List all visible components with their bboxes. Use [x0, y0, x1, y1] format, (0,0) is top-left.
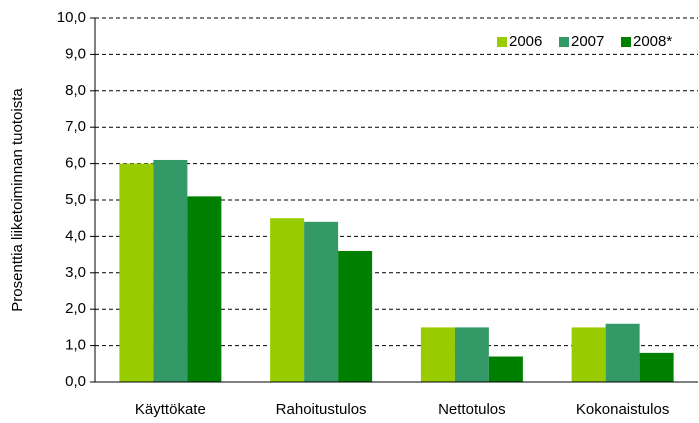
y-tick-label: 5,0: [65, 191, 86, 208]
y-tick-label: 4,0: [65, 227, 86, 244]
y-tick-label: 9,0: [65, 45, 86, 62]
x-tick-label: Kokonaistulos: [576, 401, 669, 418]
bar: [187, 196, 222, 382]
legend-swatch: [497, 37, 507, 47]
x-tick-label: Käyttökate: [135, 401, 206, 418]
legend-label: 2006: [509, 33, 542, 50]
x-tick-label: Nettotulos: [438, 401, 506, 418]
bar: [270, 218, 305, 382]
y-tick-label: 0,0: [65, 373, 86, 390]
y-tick-label: 3,0: [65, 264, 86, 281]
y-tick-label: 2,0: [65, 300, 86, 317]
y-tick-label: 6,0: [65, 155, 86, 172]
bar: [304, 221, 339, 382]
bar: [420, 327, 455, 382]
legend-label: 2007: [571, 33, 604, 50]
y-tick-label: 1,0: [65, 337, 86, 354]
legend-label: 2008*: [633, 33, 672, 50]
bar: [488, 356, 523, 382]
bar: [119, 163, 154, 382]
bar: [153, 159, 188, 382]
legend-swatch: [559, 37, 569, 47]
bar: [571, 327, 606, 382]
x-tick-label: Rahoitustulos: [276, 401, 367, 418]
y-tick-label: 8,0: [65, 82, 86, 99]
bar: [605, 323, 640, 382]
bar: [338, 250, 373, 382]
legend-swatch: [621, 37, 631, 47]
y-axis-label: Prosenttia liiketoiminnan tuotoista: [9, 88, 26, 312]
bar: [639, 352, 674, 382]
y-tick-label: 7,0: [65, 118, 86, 135]
bar: [454, 327, 489, 382]
y-tick-label: 10,0: [57, 9, 86, 26]
